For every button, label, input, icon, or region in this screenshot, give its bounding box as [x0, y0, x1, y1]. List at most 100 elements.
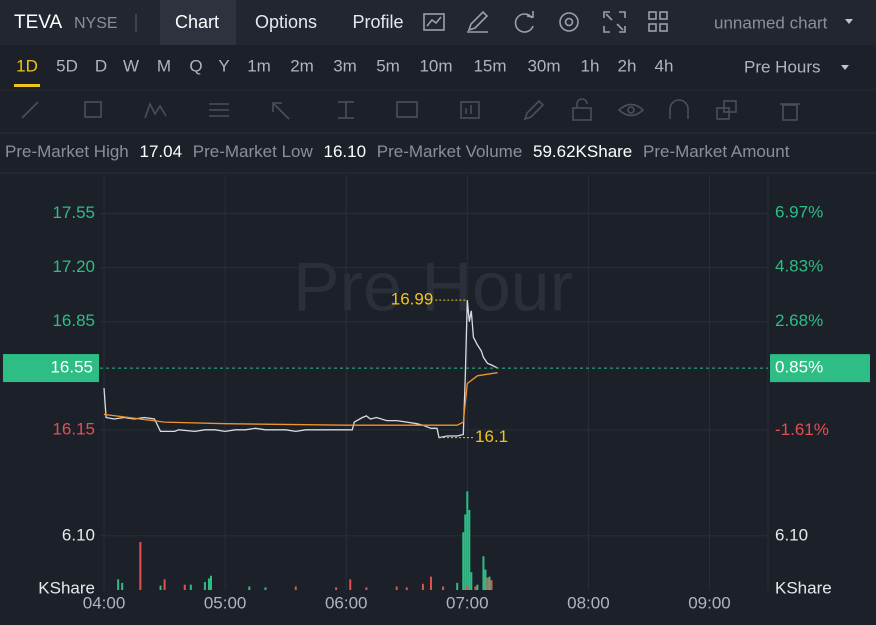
- symbol: TEVA: [14, 12, 63, 33]
- period-button[interactable]: 2h: [618, 56, 637, 75]
- price-line: [103, 300, 498, 439]
- period-button[interactable]: 4h: [655, 56, 674, 75]
- volume-bar: [248, 586, 251, 590]
- tab[interactable]: Profile: [352, 12, 403, 32]
- volume-bar: [470, 572, 473, 590]
- magnet-tool[interactable]: [669, 99, 689, 119]
- period-underline: [14, 84, 40, 87]
- fullscreen-icon[interactable]: [603, 11, 626, 33]
- y2-tick-label: 2.68%: [775, 311, 823, 330]
- y2-tick-label: -1.61%: [775, 420, 829, 439]
- eye-tool[interactable]: [617, 103, 645, 117]
- period-button[interactable]: 3m: [333, 56, 357, 75]
- toolbar-icons: [423, 10, 668, 33]
- period-button[interactable]: 5D: [56, 56, 78, 75]
- x-tick-label: 04:00: [83, 593, 126, 612]
- tab[interactable]: Options: [255, 12, 317, 32]
- volume-bar: [207, 578, 210, 590]
- y2-tick-label: 6.97%: [775, 202, 823, 221]
- y-tick-label: 16.15: [52, 419, 95, 438]
- period-button[interactable]: 1m: [247, 56, 271, 75]
- pen-tool[interactable]: [523, 99, 545, 121]
- period-button[interactable]: 10m: [419, 56, 452, 75]
- pattern-tool[interactable]: [144, 101, 167, 119]
- volume-bar: [442, 586, 445, 590]
- rect-tool[interactable]: [84, 101, 102, 118]
- current-price-label: 16.55: [50, 358, 93, 377]
- tab[interactable]: Chart: [175, 12, 219, 32]
- trash-tool[interactable]: [780, 103, 800, 121]
- layer-tool[interactable]: [716, 100, 737, 120]
- volume-bar: [365, 587, 368, 590]
- period-button[interactable]: 1D: [16, 56, 38, 75]
- x-tick-label: 08:00: [567, 593, 610, 612]
- price-line: [103, 372, 498, 426]
- volume-bar: [490, 580, 493, 590]
- stat-label: Pre-Market Low: [193, 142, 314, 161]
- line-tool[interactable]: [21, 101, 39, 119]
- lock-tool[interactable]: [572, 98, 592, 121]
- x-tick-label: 06:00: [325, 593, 368, 612]
- chart: 04:00 05:00 06:00 07:00 08:00 09:00 17.55 17.20…: [3, 175, 870, 612]
- period-button[interactable]: 5m: [376, 56, 400, 75]
- volume-tick-label: 6.10: [62, 525, 95, 544]
- period-button[interactable]: 15m: [473, 56, 506, 75]
- volume-bar: [429, 576, 432, 590]
- period-button[interactable]: M: [157, 56, 171, 75]
- volume-bar: [183, 584, 186, 590]
- period-button[interactable]: 2m: [290, 56, 314, 75]
- volume-bar: [209, 575, 212, 590]
- volume-bar: [203, 582, 206, 590]
- active-tab: [160, 0, 236, 45]
- period-button[interactable]: D: [95, 56, 107, 75]
- fib-tool[interactable]: [209, 103, 229, 117]
- volume-bar: [117, 579, 120, 590]
- volume-bar: [474, 586, 477, 590]
- layout-icon[interactable]: [648, 11, 668, 32]
- stat-label: Pre-Market High: [5, 142, 129, 161]
- volume-bar: [335, 587, 338, 590]
- period-button[interactable]: 1h: [581, 56, 600, 75]
- volume-bar: [486, 577, 489, 590]
- volume-bar: [464, 514, 467, 590]
- indicator-icon[interactable]: [423, 13, 445, 31]
- volume-bar: [159, 585, 162, 590]
- arrow-tool[interactable]: [272, 102, 290, 120]
- refresh-icon[interactable]: [514, 11, 534, 33]
- settings-icon[interactable]: [559, 12, 579, 32]
- period-button[interactable]: Y: [218, 56, 229, 75]
- y-tick-label: 17.20: [52, 257, 95, 276]
- volume-bar: [468, 510, 471, 590]
- draw-icon[interactable]: [467, 10, 489, 33]
- dropdown-arrow[interactable]: [841, 65, 849, 70]
- top-bar: [0, 0, 876, 45]
- chart-tool[interactable]: [460, 101, 480, 119]
- period-button[interactable]: W: [123, 56, 139, 75]
- y-tick-label: 16.85: [52, 311, 95, 330]
- volume-bar: [349, 579, 352, 590]
- text-tool[interactable]: [396, 101, 418, 118]
- volume-bar: [484, 569, 487, 590]
- volume-bar: [466, 491, 469, 590]
- stat-label: Pre-Market Volume: [377, 142, 523, 161]
- volume-bar: [488, 576, 491, 590]
- x-tick-label: 05:00: [204, 593, 247, 612]
- period-button[interactable]: 30m: [527, 56, 560, 75]
- volume-bar: [294, 586, 297, 590]
- measure-tool[interactable]: [338, 101, 354, 119]
- volume-bar: [421, 583, 424, 590]
- volume-bar: [264, 587, 267, 590]
- session-select[interactable]: Pre Hours: [744, 57, 821, 76]
- stats-line: Pre-Market High 17.04 Pre-Market Low 16.…: [5, 142, 790, 161]
- stat-value: 59.62KShare: [533, 142, 632, 161]
- volume-tick-label: 6.10: [775, 525, 808, 544]
- volume-bar: [466, 585, 469, 590]
- chart-name[interactable]: unnamed chart: [714, 13, 828, 32]
- watermark: Pre Hour: [293, 247, 573, 325]
- dropdown-arrow[interactable]: [845, 19, 853, 24]
- drawing-tools: [21, 98, 800, 121]
- current-change-label: 0.85%: [775, 358, 823, 377]
- period-button[interactable]: Q: [189, 56, 202, 75]
- volume-bar: [462, 532, 465, 590]
